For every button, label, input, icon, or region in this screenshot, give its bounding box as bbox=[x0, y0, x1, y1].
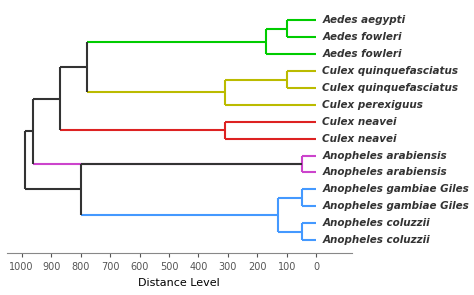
Text: Aedes fowleri: Aedes fowleri bbox=[322, 49, 402, 59]
Text: Anopheles gambiae Giles: Anopheles gambiae Giles bbox=[322, 184, 469, 194]
Text: Anopheles arabiensis: Anopheles arabiensis bbox=[322, 168, 447, 177]
Text: Anopheles arabiensis: Anopheles arabiensis bbox=[322, 150, 447, 160]
Text: Culex quinquefasciatus: Culex quinquefasciatus bbox=[322, 66, 458, 76]
Text: Anopheles coluzzii: Anopheles coluzzii bbox=[322, 218, 430, 228]
Text: Culex neavei: Culex neavei bbox=[322, 134, 397, 144]
Text: Culex neavei: Culex neavei bbox=[322, 117, 397, 127]
Text: Anopheles gambiae Giles: Anopheles gambiae Giles bbox=[322, 201, 469, 211]
Text: Anopheles coluzzii: Anopheles coluzzii bbox=[322, 235, 430, 245]
Text: Aedes fowleri: Aedes fowleri bbox=[322, 32, 402, 42]
Text: Culex quinquefasciatus: Culex quinquefasciatus bbox=[322, 83, 458, 93]
X-axis label: Distance Level: Distance Level bbox=[138, 278, 220, 288]
Text: Culex perexiguus: Culex perexiguus bbox=[322, 100, 423, 110]
Text: Aedes aegypti: Aedes aegypti bbox=[322, 15, 405, 25]
